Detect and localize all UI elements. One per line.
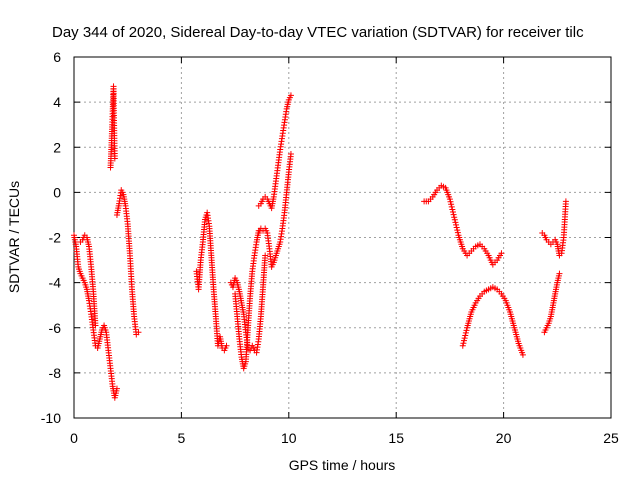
- data-point: [519, 351, 526, 358]
- x-tick-label: 10: [281, 430, 297, 446]
- data-point: [556, 270, 563, 277]
- x-tick-label: 20: [496, 430, 512, 446]
- data-point: [223, 342, 230, 349]
- x-tick-label: 0: [70, 430, 78, 446]
- data-point: [135, 329, 142, 336]
- y-axis-label: SDTVAR / TECUs: [6, 181, 22, 293]
- data-point-interp: [453, 224, 460, 231]
- data-point: [262, 252, 269, 259]
- data-point-interp: [462, 332, 469, 339]
- y-tick-label: -6: [49, 320, 62, 336]
- data-point: [111, 155, 118, 162]
- data-point: [287, 151, 294, 158]
- data-point: [498, 250, 505, 257]
- data-point: [451, 214, 458, 221]
- data-point-interp: [448, 201, 455, 208]
- y-tick-label: 6: [53, 49, 61, 65]
- data-point: [446, 196, 453, 203]
- data-point-interp: [451, 216, 458, 223]
- x-tick-label: 25: [603, 430, 619, 446]
- y-tick-label: -10: [41, 410, 61, 426]
- data-point-interp: [454, 229, 461, 236]
- data-point-interp: [453, 221, 460, 228]
- y-tick-label: -2: [49, 230, 62, 246]
- data-point: [113, 385, 120, 392]
- data-point-interp: [462, 329, 469, 336]
- x-tick-label: 5: [178, 430, 186, 446]
- data-point-interp: [449, 206, 456, 213]
- data-point: [92, 322, 99, 329]
- chart-title: Day 344 of 2020, Sidereal Day-to-day VTE…: [52, 24, 584, 41]
- y-tick-label: 0: [53, 184, 61, 200]
- data-point-interp: [452, 219, 459, 226]
- y-tick-label: -4: [49, 275, 62, 291]
- x-axis-label: GPS time / hours: [289, 457, 396, 473]
- data-point: [459, 342, 466, 349]
- data-point-interp: [450, 211, 457, 218]
- data-point-interp: [461, 335, 468, 342]
- y-tick-label: 2: [53, 139, 61, 155]
- data-point-interp: [461, 337, 468, 344]
- data-point-interp: [449, 209, 456, 216]
- data-point: [562, 198, 569, 205]
- grid-lines: [74, 57, 611, 418]
- data-points: [71, 83, 569, 401]
- y-tick-label: -8: [49, 365, 62, 381]
- data-point-interp: [447, 198, 454, 205]
- axis-ticks: 0 5 10 15 20 25 -10 -8 -6 -4 -2 0 2 4 6: [41, 49, 619, 446]
- data-point-interp: [454, 227, 461, 234]
- data-point-interp: [448, 203, 455, 210]
- y-tick-label: 4: [53, 94, 61, 110]
- x-tick-label: 15: [388, 430, 404, 446]
- data-point-interp: [463, 327, 470, 334]
- data-point-interp: [460, 340, 467, 347]
- data-point: [287, 92, 294, 99]
